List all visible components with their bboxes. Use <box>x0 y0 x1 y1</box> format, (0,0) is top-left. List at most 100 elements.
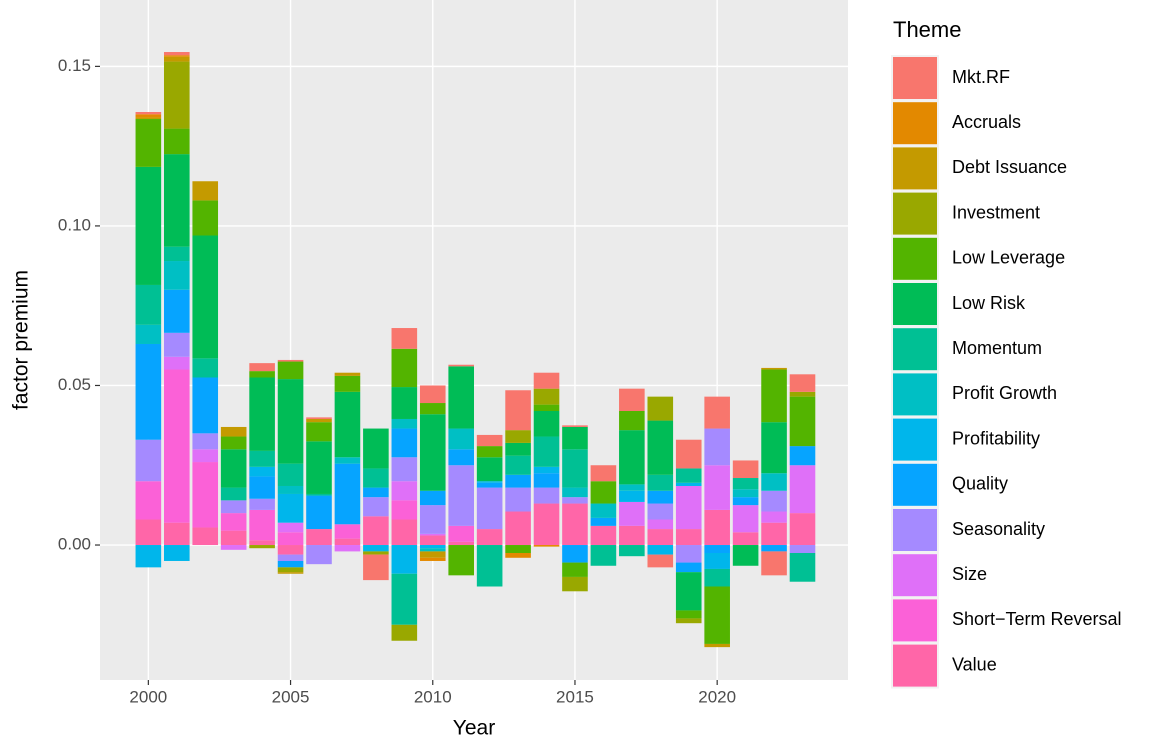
bar-segment <box>675 529 702 546</box>
bar-segment <box>306 493 332 496</box>
bar-segment <box>505 455 531 475</box>
bar-segment <box>306 529 332 546</box>
bar-segment <box>533 503 560 546</box>
bar-segment <box>476 487 503 530</box>
bar-segment <box>220 487 247 501</box>
bar-segment <box>334 457 361 464</box>
bar-segment <box>163 522 190 546</box>
bar-segment <box>448 465 474 526</box>
bar-segment <box>135 439 162 482</box>
bar-segment <box>391 428 418 458</box>
bar-segment <box>533 404 560 411</box>
bar-segment <box>675 572 702 611</box>
bar-segment <box>363 497 389 517</box>
bar-segment <box>419 535 446 546</box>
bar-segment <box>761 473 787 491</box>
bar-segment <box>533 487 560 504</box>
bar-segment <box>761 367 787 370</box>
bar-segment <box>306 418 332 423</box>
bar-segment <box>533 372 560 389</box>
bar-segment <box>334 372 361 376</box>
bar-segment <box>249 377 275 451</box>
bar-segment <box>619 484 645 491</box>
bar-segment <box>761 522 787 546</box>
bar-segment <box>732 505 759 533</box>
bar-segment <box>675 485 702 530</box>
bar-segment <box>391 387 418 419</box>
bar-segment <box>533 473 560 488</box>
bar-segment <box>135 284 162 325</box>
bars <box>135 52 816 648</box>
bar-segment <box>619 410 645 431</box>
bar-segment <box>476 529 503 546</box>
bar-segment <box>761 545 787 552</box>
x-tick-label: 2000 <box>129 687 167 706</box>
bar-segment <box>163 356 190 370</box>
bar-segment <box>704 586 730 644</box>
bar-segment <box>391 500 418 520</box>
bar-segment <box>647 545 674 555</box>
legend-title: Theme <box>893 17 961 42</box>
bar-segment <box>306 495 332 530</box>
bar-segment <box>505 442 531 456</box>
legend-key <box>893 283 937 325</box>
bar-segment <box>533 466 560 474</box>
bar-segment <box>391 624 418 641</box>
legend-key <box>893 57 937 99</box>
bar-segment <box>647 503 674 520</box>
x-tick-label: 2005 <box>272 687 310 706</box>
bar-segment <box>391 545 418 574</box>
bar-segment <box>220 449 247 488</box>
bar-segment <box>220 530 247 546</box>
bar-segment <box>675 439 702 469</box>
bar-segment <box>391 519 418 546</box>
legend-label: Accruals <box>952 112 1021 132</box>
bar-segment <box>590 545 617 566</box>
bar-segment <box>562 449 588 488</box>
bar-segment <box>704 643 730 648</box>
bar-segment <box>135 519 162 546</box>
legend-label: Low Leverage <box>952 248 1065 268</box>
bar-segment <box>135 545 162 568</box>
bar-segment <box>192 200 219 236</box>
bar-segment <box>192 181 219 201</box>
bar-segment <box>675 468 702 483</box>
bar-segment <box>192 449 219 463</box>
bar-segment <box>704 568 730 587</box>
bar-segment <box>334 463 361 525</box>
bar-segment <box>249 540 275 546</box>
bar-segment <box>619 501 645 526</box>
bar-segment <box>476 545 503 587</box>
bar-segment <box>789 465 816 514</box>
bar-segment <box>647 474 674 491</box>
bar-segment <box>163 261 190 290</box>
bar-segment <box>363 516 389 546</box>
bar-segment <box>334 524 361 539</box>
bar-segment <box>448 449 474 466</box>
bar-segment <box>277 532 304 546</box>
y-axis-title: factor premium <box>10 270 33 410</box>
x-axis-title: Year <box>453 717 495 740</box>
bar-segment <box>619 430 645 485</box>
bar-segment <box>363 551 389 555</box>
bar-segment <box>277 361 304 380</box>
bar-segment <box>277 522 304 533</box>
bar-segment <box>135 324 162 344</box>
legend-key <box>893 418 937 461</box>
bar-segment <box>277 463 304 486</box>
bar-segment <box>419 548 446 552</box>
bar-segment <box>391 481 418 501</box>
bar-segment <box>163 154 190 247</box>
bar-segment <box>704 428 730 466</box>
bar-segment <box>448 364 474 367</box>
bar-segment <box>647 396 674 421</box>
bar-segment <box>277 560 304 568</box>
bar-segment <box>675 482 702 486</box>
bar-segment <box>789 545 816 553</box>
legend-label: Mkt.RF <box>952 67 1010 87</box>
bar-segment <box>505 474 531 488</box>
y-tick-label: 0.10 <box>58 215 91 234</box>
legend-key <box>893 237 937 280</box>
bar-segment <box>163 55 190 57</box>
legend-label: Profit Growth <box>952 383 1057 403</box>
